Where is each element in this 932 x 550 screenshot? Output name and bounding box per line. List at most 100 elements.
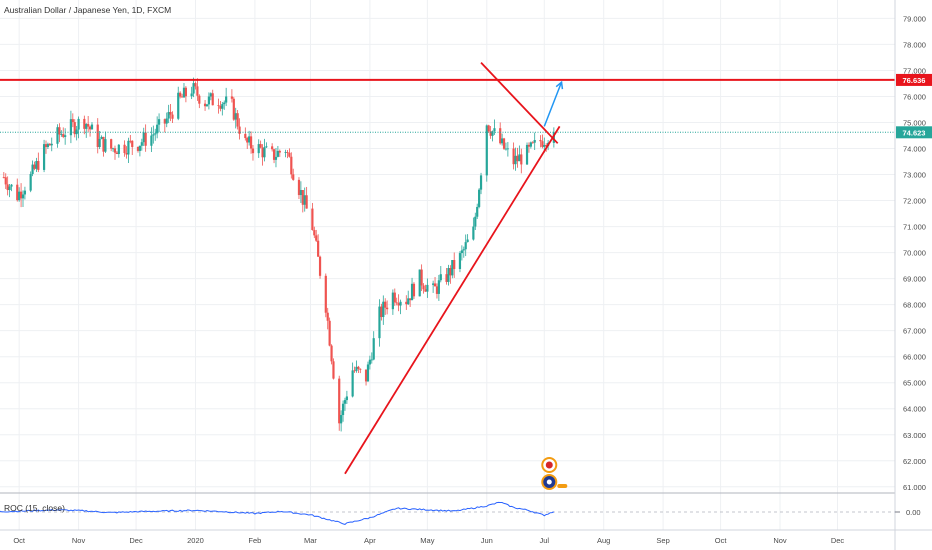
candle-body — [545, 145, 548, 147]
x-tick-label: May — [420, 536, 434, 545]
y-tick-label: 63.000 — [903, 431, 926, 440]
candle-body — [131, 140, 134, 147]
candle-body — [474, 216, 477, 227]
candle-body — [315, 235, 318, 241]
y-tick-label: 64.000 — [903, 405, 926, 414]
candle-body — [77, 118, 80, 130]
candle-body — [167, 111, 170, 119]
chart-title: Australian Dollar / Japanese Yen, 1D, FX… — [4, 5, 171, 15]
candle-body — [368, 359, 371, 365]
candle-body — [529, 142, 532, 147]
candle-body — [246, 138, 249, 143]
candle-body — [297, 179, 301, 196]
candle-body — [251, 148, 255, 154]
candle-body — [476, 206, 479, 217]
y-tick-label: 73.000 — [903, 171, 926, 180]
candle-body — [491, 131, 494, 136]
trendline-descending-resistance — [480, 62, 559, 144]
candle-body — [196, 86, 199, 96]
candle-body — [332, 361, 335, 379]
candle-body — [244, 133, 247, 139]
candle-body — [263, 147, 266, 158]
candle-body — [393, 292, 396, 303]
candle-body — [203, 103, 207, 107]
candle-body — [313, 230, 316, 236]
candle-body — [60, 134, 63, 135]
candle-body — [395, 302, 398, 304]
candle-body — [372, 338, 375, 360]
candle-body — [299, 190, 302, 196]
candle-body — [16, 184, 19, 201]
time-axis[interactable]: Oct Nov Dec 2020 Feb Mar Apr May Jun Jul Aug Sep Oct… — [0, 529, 932, 545]
candle-body — [391, 292, 394, 310]
candle-body — [453, 260, 456, 269]
candle-body — [506, 148, 509, 150]
event-flag-icon — [541, 474, 558, 490]
y-tick-label: 68.000 — [903, 301, 926, 310]
candle-body — [432, 283, 435, 285]
candle-body — [384, 301, 387, 308]
candle-body — [37, 161, 40, 170]
candle-body — [318, 256, 322, 276]
candle-body — [355, 366, 358, 371]
candle-body — [230, 96, 233, 99]
candle-body — [156, 124, 159, 134]
candle-body — [539, 139, 542, 142]
candle-body — [533, 139, 536, 143]
candle-body — [541, 141, 544, 147]
roc-value-label: 0.00 — [906, 508, 921, 517]
event-flag-icon — [541, 457, 558, 473]
candle-body — [502, 138, 506, 149]
x-tick-label: Nov — [72, 536, 86, 545]
last-price-tag — [896, 126, 932, 139]
x-tick-label: Dec — [831, 536, 845, 545]
candle-body — [359, 368, 362, 370]
candle-body — [265, 146, 268, 148]
candle-body — [50, 143, 53, 146]
candle-body — [487, 125, 490, 132]
event-markers[interactable] — [541, 457, 568, 490]
candle-body — [190, 93, 193, 97]
price-axis[interactable]: 79.000 78.000 77.000 76.000 75.000 74.000 73.0… — [894, 0, 932, 550]
candle-body — [328, 320, 331, 346]
event-flag-tail — [557, 484, 568, 488]
candle-body — [284, 151, 287, 153]
candle-body — [90, 124, 94, 130]
candle-body — [73, 122, 76, 135]
candle-body — [311, 208, 314, 231]
candle-body — [290, 156, 293, 175]
y-tick-label: 72.000 — [903, 197, 926, 206]
candle-body — [330, 345, 333, 362]
y-tick-label: 76.000 — [903, 92, 926, 101]
candle-body — [194, 83, 197, 87]
candle-body — [324, 275, 327, 313]
x-tick-label: Sep — [656, 536, 669, 545]
candle-body — [221, 104, 224, 109]
x-tick-label: Aug — [597, 536, 610, 545]
x-tick-label: Dec — [129, 536, 143, 545]
candle-body — [69, 119, 73, 136]
y-tick-label: 79.000 — [903, 14, 926, 23]
candle-body — [110, 139, 113, 149]
candle-body — [75, 129, 78, 135]
candle-body — [516, 155, 519, 162]
candle-body — [518, 154, 521, 162]
roc-pane — [0, 501, 895, 525]
x-tick-label: Feb — [248, 536, 261, 545]
candle-body — [399, 301, 402, 306]
projection-arrow — [543, 80, 564, 127]
candle-body — [278, 150, 281, 153]
candle-body — [418, 269, 421, 297]
candle-body — [248, 136, 251, 143]
last-price-label: 74.623 — [903, 128, 926, 137]
candle-body — [64, 135, 67, 137]
y-tick-label: 77.000 — [903, 66, 926, 75]
candle-body — [479, 175, 483, 190]
candle-body — [150, 135, 153, 146]
candle-body — [341, 403, 345, 416]
candle-body — [433, 283, 437, 287]
candle-body — [378, 306, 381, 339]
candle-body — [56, 127, 59, 144]
candle-body — [261, 147, 264, 158]
